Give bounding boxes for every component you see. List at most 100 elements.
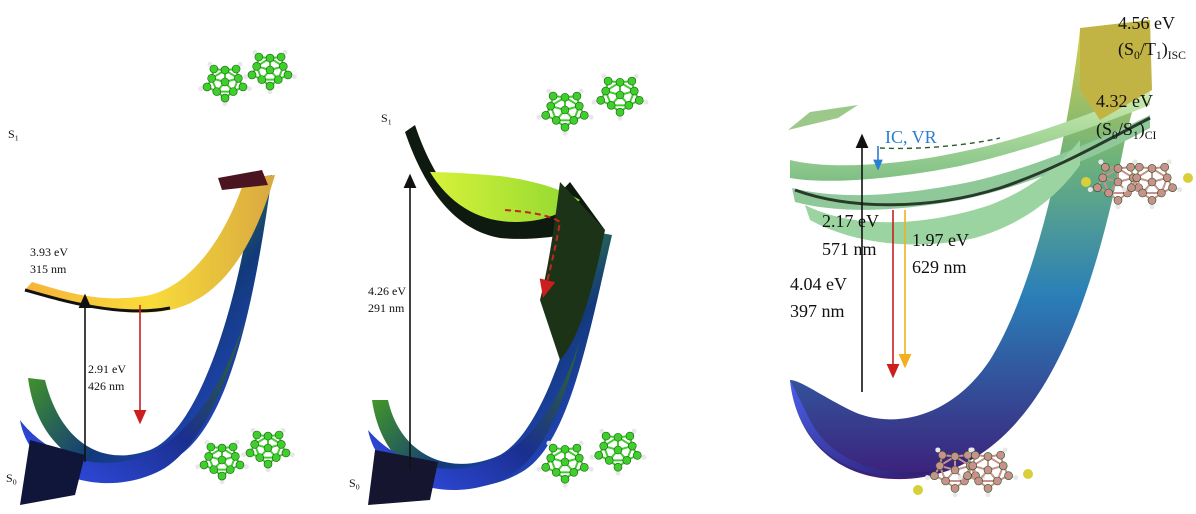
panel1-s1-label: S1 [8, 127, 19, 143]
panel-1 [20, 49, 297, 505]
hydrogen-atom [643, 99, 649, 105]
hydrogen-atom [195, 464, 201, 470]
hydrogen-atom [641, 454, 647, 460]
atom [247, 70, 257, 80]
hydrogen-atom [536, 114, 542, 120]
atom [1168, 183, 1177, 192]
atom [225, 465, 235, 474]
panel1-s1-surface [25, 175, 275, 313]
atom [615, 107, 625, 117]
atom [274, 430, 284, 440]
atom [228, 87, 238, 96]
hydrogen-atom [631, 428, 637, 434]
atom [231, 64, 241, 74]
hydrogen-atom [1166, 159, 1172, 165]
atom [574, 453, 584, 463]
hydrogen-atom [1132, 159, 1138, 165]
panel3-isc-energy: 4.56 eV [1118, 13, 1175, 33]
atom [1135, 162, 1144, 172]
atom [941, 476, 950, 486]
atom [968, 461, 978, 471]
panel3-emission-red-energy: 2.17 eV [822, 211, 879, 231]
atom [281, 448, 291, 458]
atom [572, 443, 582, 453]
atom [560, 105, 570, 115]
hydrogen-atom [968, 447, 974, 453]
hydrogen-atom [589, 454, 595, 460]
hydrogen-atom [588, 114, 594, 120]
hydrogen-atom [291, 74, 297, 80]
atom [1127, 183, 1136, 192]
atom [938, 450, 947, 460]
hydrogen-atom [243, 74, 249, 80]
atom [1132, 173, 1142, 183]
atom [217, 471, 227, 481]
panel1-s1-cap [218, 170, 268, 190]
atom [263, 443, 273, 453]
atom [627, 441, 637, 451]
panel3-absorption-energy: 4.04 eV [790, 274, 847, 294]
atom [252, 62, 261, 71]
panel2-molecule-bottom [536, 428, 647, 488]
panel1-s1-edge [24, 288, 171, 313]
atom [546, 453, 556, 463]
atom [569, 116, 579, 125]
atom [560, 474, 570, 484]
panel3-emission-yellow-energy: 1.97 eV [912, 230, 969, 250]
panel3-emission-red-wavelength: 571 nm [822, 239, 877, 259]
atom [601, 431, 611, 441]
atom [220, 77, 230, 87]
atom [560, 122, 570, 132]
atom [217, 455, 227, 465]
atom [283, 70, 293, 80]
atom [950, 484, 960, 493]
atom [1147, 177, 1157, 187]
hydrogen-atom [1098, 159, 1104, 165]
atom [1126, 162, 1135, 172]
atom [263, 431, 273, 441]
hydrogen-atom [562, 482, 568, 488]
panel3-dashed-path [879, 137, 1001, 150]
atom [627, 76, 637, 86]
hydrogen-atom [957, 475, 963, 481]
atom [971, 450, 980, 460]
atom [271, 453, 281, 462]
panel3-emission-yellow-wavelength: 629 nm [912, 257, 967, 277]
atom [606, 101, 616, 110]
panel3-absorption-wavelength: 397 nm [790, 301, 845, 321]
hydrogen-atom [246, 86, 252, 92]
atom [1138, 188, 1147, 198]
atom [1113, 177, 1123, 187]
atom [560, 444, 570, 454]
panel1-molecule-bottom [195, 427, 295, 485]
panel-2 [368, 73, 649, 505]
atom [996, 450, 1005, 460]
atom [220, 65, 230, 75]
hydrogen-atom [952, 492, 958, 498]
panel2-s0-surface [372, 232, 612, 488]
atom [551, 468, 561, 477]
panel-3 [788, 20, 1193, 498]
atom [541, 111, 551, 120]
atom [263, 459, 273, 469]
atom [603, 76, 613, 86]
panel2-s1-surface [430, 172, 580, 222]
hydrogen-atom [241, 452, 247, 458]
atom [228, 442, 238, 452]
hydrogen-atom [1087, 187, 1093, 193]
atom [632, 451, 642, 460]
atom [265, 81, 275, 91]
atom [204, 452, 213, 461]
panel3-ci-energy: 4.32 eV [1096, 91, 1153, 111]
atom [231, 452, 240, 461]
hydrogen-atom [633, 73, 639, 79]
atom [579, 463, 589, 472]
atom [579, 111, 589, 120]
hydrogen-atom [1121, 187, 1127, 193]
hydrogen-atom [615, 470, 621, 476]
atom [276, 52, 286, 62]
atom [993, 476, 1002, 486]
panel1-molecule-top [198, 49, 297, 107]
panel2-s1-label: S1 [381, 111, 392, 127]
atom [622, 456, 632, 465]
